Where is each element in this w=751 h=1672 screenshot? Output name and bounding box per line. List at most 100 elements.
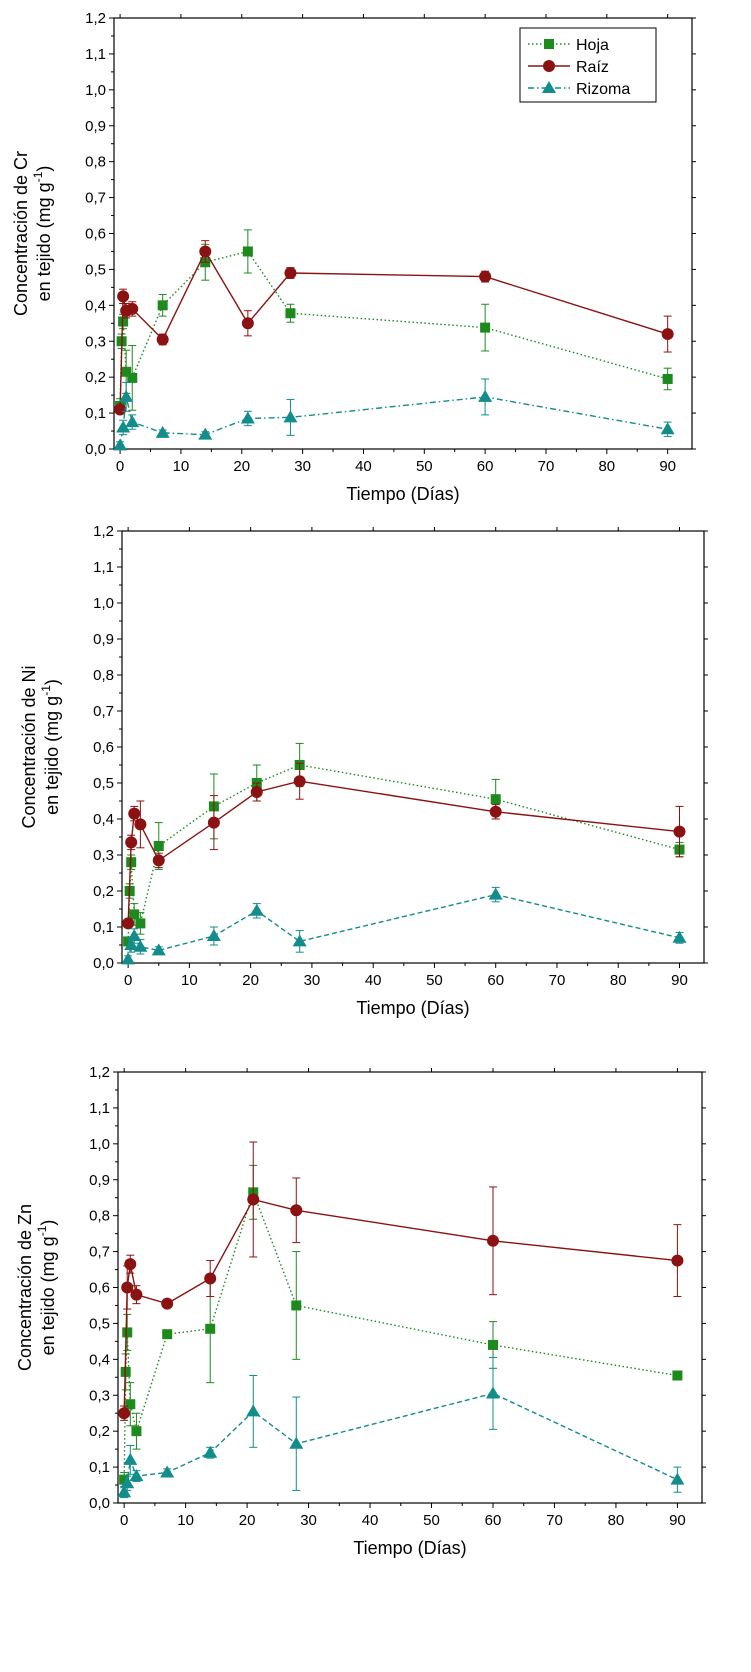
data-point: [135, 918, 146, 929]
data-point: [673, 825, 686, 838]
y-tick-label: 0,9: [89, 1172, 110, 1189]
y-tick-label: 0,3: [85, 333, 106, 350]
data-point: [292, 934, 307, 947]
data-point: [478, 389, 493, 402]
x-tick-label: 30: [300, 1512, 317, 1529]
data-point: [672, 930, 687, 943]
data-point: [285, 308, 296, 319]
series-cr-hoja: [115, 229, 673, 414]
data-point: [207, 816, 220, 829]
y-axis-subtitle-cr: en tejido (mg g-1): [31, 166, 54, 302]
data-point: [662, 373, 673, 384]
y-tick-label: 0,4: [93, 811, 114, 828]
legend: Hoja Raíz Rizoma: [519, 27, 657, 103]
series-cr-raíz: [114, 240, 674, 416]
y-tick-label: 0,4: [85, 297, 106, 314]
x-tick-label: 10: [177, 1512, 194, 1529]
data-point: [117, 290, 130, 303]
data-point: [151, 943, 166, 956]
y-tick-label: 0,2: [93, 883, 114, 900]
data-point: [247, 1193, 260, 1206]
x-tick-label: 60: [487, 972, 504, 989]
data-point: [479, 270, 492, 283]
legend-label: Hoja: [576, 37, 609, 54]
y-tick-label: 0,1: [89, 1459, 110, 1476]
y-tick-label: 0,6: [93, 739, 114, 756]
x-tick-label: 20: [233, 458, 250, 475]
data-point: [123, 936, 134, 947]
y-tick-label: 0,1: [93, 919, 114, 936]
data-point: [124, 938, 139, 950]
y-tick-label: 1,1: [89, 1100, 110, 1117]
series-line: [123, 1392, 678, 1493]
data-point: [670, 1472, 685, 1485]
y-tick-label: 0,5: [89, 1315, 110, 1332]
x-tick-label: 90: [669, 1512, 686, 1529]
x-tick-label: 70: [538, 458, 555, 475]
data-point: [199, 245, 212, 258]
x-tick-label: 50: [416, 458, 433, 475]
data-point: [130, 1288, 143, 1301]
x-axis-title-ni: Tiempo (Días): [356, 998, 469, 1018]
data-point: [155, 425, 170, 438]
plot-frame-zn: [117, 1071, 703, 1504]
legend-marker: [543, 60, 555, 72]
data-point: [161, 1297, 174, 1310]
data-point: [113, 438, 128, 451]
y-tick-label: 0,5: [85, 261, 106, 278]
data-point: [293, 775, 306, 788]
series-line: [123, 1190, 678, 1480]
data-point: [490, 794, 501, 805]
data-point: [125, 836, 138, 849]
x-axis-title-zn: Tiempo (Días): [353, 1538, 466, 1558]
x-tick-label: 20: [239, 1512, 256, 1529]
y-tick-label: 0,7: [89, 1244, 110, 1261]
y-axis-subtitle-text: en tejido (mg g: [38, 1236, 58, 1355]
data-point: [246, 1404, 261, 1417]
chart-panel-cr: 0,0 0,1 0,2 0,3 0,4 0,5 0,6 0,7 0,8 0,9 1,0 1,1 1,2 0…: [11, 10, 696, 504]
data-point: [118, 1407, 131, 1420]
y-tick-label: 1,1: [85, 46, 106, 63]
x-tick-label: 0: [120, 1512, 128, 1529]
data-point: [122, 917, 135, 930]
data-point: [671, 1254, 684, 1267]
data-point: [120, 1476, 135, 1489]
data-point: [134, 818, 147, 831]
y-tick-label: 0,7: [93, 703, 114, 720]
y-tick-label: 1,1: [93, 559, 114, 576]
x-tick-label: 30: [304, 972, 321, 989]
y-tick-label: 0,9: [93, 631, 114, 648]
x-tick-label: 80: [610, 972, 627, 989]
series-line: [127, 780, 680, 924]
data-point: [131, 1426, 142, 1437]
data-point: [205, 1323, 216, 1334]
series-zn-rizoma: [117, 1357, 685, 1499]
y-tick-label: 0,2: [85, 369, 106, 386]
data-point: [489, 805, 502, 818]
x-tick-label: 0: [116, 458, 124, 475]
series-line: [127, 764, 680, 942]
y-axis-subtitle-sup: -1: [39, 685, 53, 696]
x-tick-label: 90: [671, 972, 688, 989]
data-point: [204, 1272, 217, 1285]
x-axis-title-cr: Tiempo (Días): [346, 484, 459, 504]
x-tick-label: 0: [124, 972, 132, 989]
data-point: [291, 1300, 302, 1311]
data-point: [249, 903, 264, 916]
series-zn-raíz: [118, 1141, 684, 1421]
y-tick-label: 1,2: [93, 523, 114, 540]
x-tick-label: 10: [173, 458, 190, 475]
data-point: [121, 366, 132, 377]
data-point: [117, 1485, 132, 1498]
data-point: [127, 929, 142, 941]
data-point: [121, 952, 136, 965]
x-tick-label: 60: [485, 1512, 502, 1529]
x-tick-label: 50: [426, 972, 443, 989]
series-zn-hoja: [119, 1164, 683, 1488]
data-point: [125, 1399, 136, 1410]
y-tick-label: 1,0: [93, 595, 114, 612]
data-point: [162, 1329, 173, 1340]
data-point: [240, 411, 255, 424]
y-tick-label: 0,3: [89, 1387, 110, 1404]
